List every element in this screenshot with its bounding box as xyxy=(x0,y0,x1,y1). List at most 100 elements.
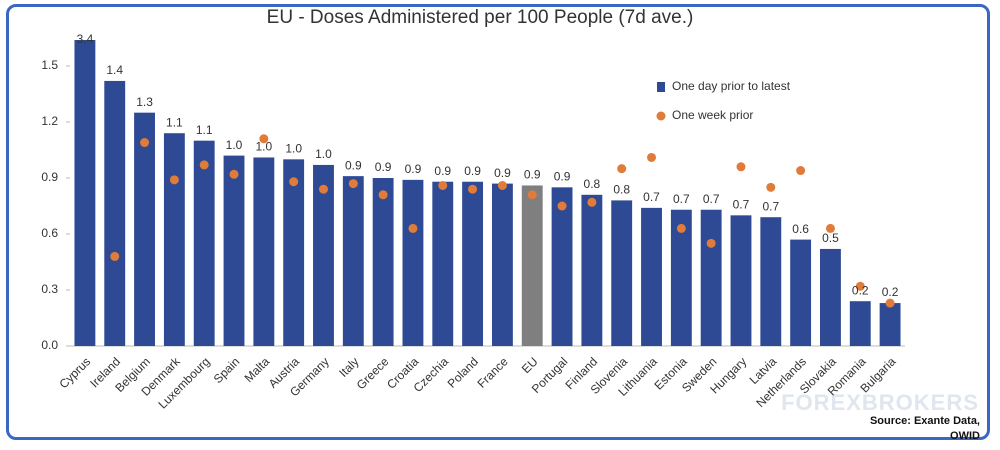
dot xyxy=(766,182,776,192)
bar xyxy=(313,164,334,346)
bar xyxy=(134,112,155,346)
x-tick-label: France xyxy=(474,354,511,391)
chart-title: EU - Doses Administered per 100 People (… xyxy=(267,7,694,28)
data-label: 0.9 xyxy=(494,166,511,180)
data-label: 3.4 xyxy=(77,32,94,46)
dot xyxy=(706,238,716,248)
data-label: 1.3 xyxy=(136,95,153,109)
plot-area xyxy=(74,40,901,346)
dot xyxy=(110,251,120,261)
x-tick-label: Italy xyxy=(336,354,361,379)
dot xyxy=(647,152,657,162)
dot xyxy=(408,223,418,233)
legend-label: One day prior to latest xyxy=(672,79,791,93)
data-label: 0.7 xyxy=(643,190,660,204)
dot xyxy=(289,177,299,187)
y-tick-label: 0.3 xyxy=(41,282,58,296)
bar xyxy=(730,215,752,346)
bar xyxy=(760,217,782,346)
dot xyxy=(318,184,328,194)
bar xyxy=(104,80,126,346)
legend-label: One week prior xyxy=(672,108,753,122)
bar xyxy=(790,239,812,346)
data-label: 1.0 xyxy=(226,138,243,152)
bar xyxy=(879,303,901,346)
dot xyxy=(140,138,150,148)
bar xyxy=(74,40,96,346)
data-label: 0.9 xyxy=(345,158,362,172)
data-label: 0.7 xyxy=(762,199,779,213)
dot xyxy=(736,162,746,172)
bar xyxy=(551,187,573,346)
dot xyxy=(825,223,835,233)
x-tick-label: Poland xyxy=(445,354,481,390)
bar xyxy=(402,179,424,346)
data-label: 0.9 xyxy=(464,164,481,178)
bar xyxy=(849,301,871,346)
data-label: 0.9 xyxy=(375,160,392,174)
bar xyxy=(491,183,513,346)
dot xyxy=(676,223,686,233)
dot xyxy=(497,180,507,190)
data-label: 0.9 xyxy=(434,164,451,178)
bar xyxy=(611,200,633,346)
bar xyxy=(163,133,185,346)
frame xyxy=(6,4,990,440)
data-label: 0.8 xyxy=(613,183,630,197)
data-label: 0.7 xyxy=(673,192,690,206)
source: OWID xyxy=(950,430,980,442)
bar xyxy=(432,181,454,346)
dot xyxy=(587,197,597,207)
dot xyxy=(885,298,895,308)
legend-swatch xyxy=(656,111,666,121)
bar xyxy=(372,178,394,346)
data-label: 1.0 xyxy=(315,147,332,161)
x-tick-label: Cyprus xyxy=(56,354,93,391)
dot xyxy=(796,166,806,176)
bar xyxy=(193,140,215,346)
data-label: 0.9 xyxy=(524,168,541,182)
y-tick-label: 0.6 xyxy=(41,226,58,240)
bar xyxy=(462,181,484,346)
data-label: 0.2 xyxy=(852,283,869,297)
dot xyxy=(378,190,388,200)
bar xyxy=(641,207,662,346)
y-tick-label: 0.9 xyxy=(41,170,58,184)
bar xyxy=(700,209,722,346)
source: Source: Exante Data, xyxy=(870,415,980,427)
bar xyxy=(670,209,692,346)
data-label: 0.9 xyxy=(405,162,422,176)
y-tick-label: 1.5 xyxy=(41,58,58,72)
data-label: 1.0 xyxy=(285,142,302,156)
dot xyxy=(855,281,865,291)
dot xyxy=(259,134,269,144)
x-tick-label: EU xyxy=(519,354,541,376)
dot xyxy=(557,201,567,211)
data-label: 1.4 xyxy=(106,63,123,77)
dot xyxy=(468,184,478,194)
bar xyxy=(521,185,543,346)
y-tick-label: 1.2 xyxy=(41,114,58,128)
bar xyxy=(223,155,245,346)
bar xyxy=(820,248,841,346)
dot xyxy=(169,175,179,185)
data-label: 1.1 xyxy=(196,123,213,137)
legend-swatch xyxy=(657,82,665,92)
data-label: 0.8 xyxy=(584,177,601,191)
data-label: 0.5 xyxy=(822,231,839,245)
bar xyxy=(581,194,603,346)
dot xyxy=(438,180,448,190)
y-tick-label: 0.0 xyxy=(41,338,58,352)
bar xyxy=(342,176,364,346)
dot xyxy=(199,160,209,170)
bar xyxy=(283,159,305,346)
dot xyxy=(229,169,239,179)
dot xyxy=(527,190,537,200)
data-label: 0.9 xyxy=(554,170,571,184)
data-label: 1.0 xyxy=(255,140,272,154)
data-label: 0.2 xyxy=(882,285,899,299)
dot xyxy=(348,179,358,189)
x-tick-label: Spain xyxy=(211,354,243,386)
